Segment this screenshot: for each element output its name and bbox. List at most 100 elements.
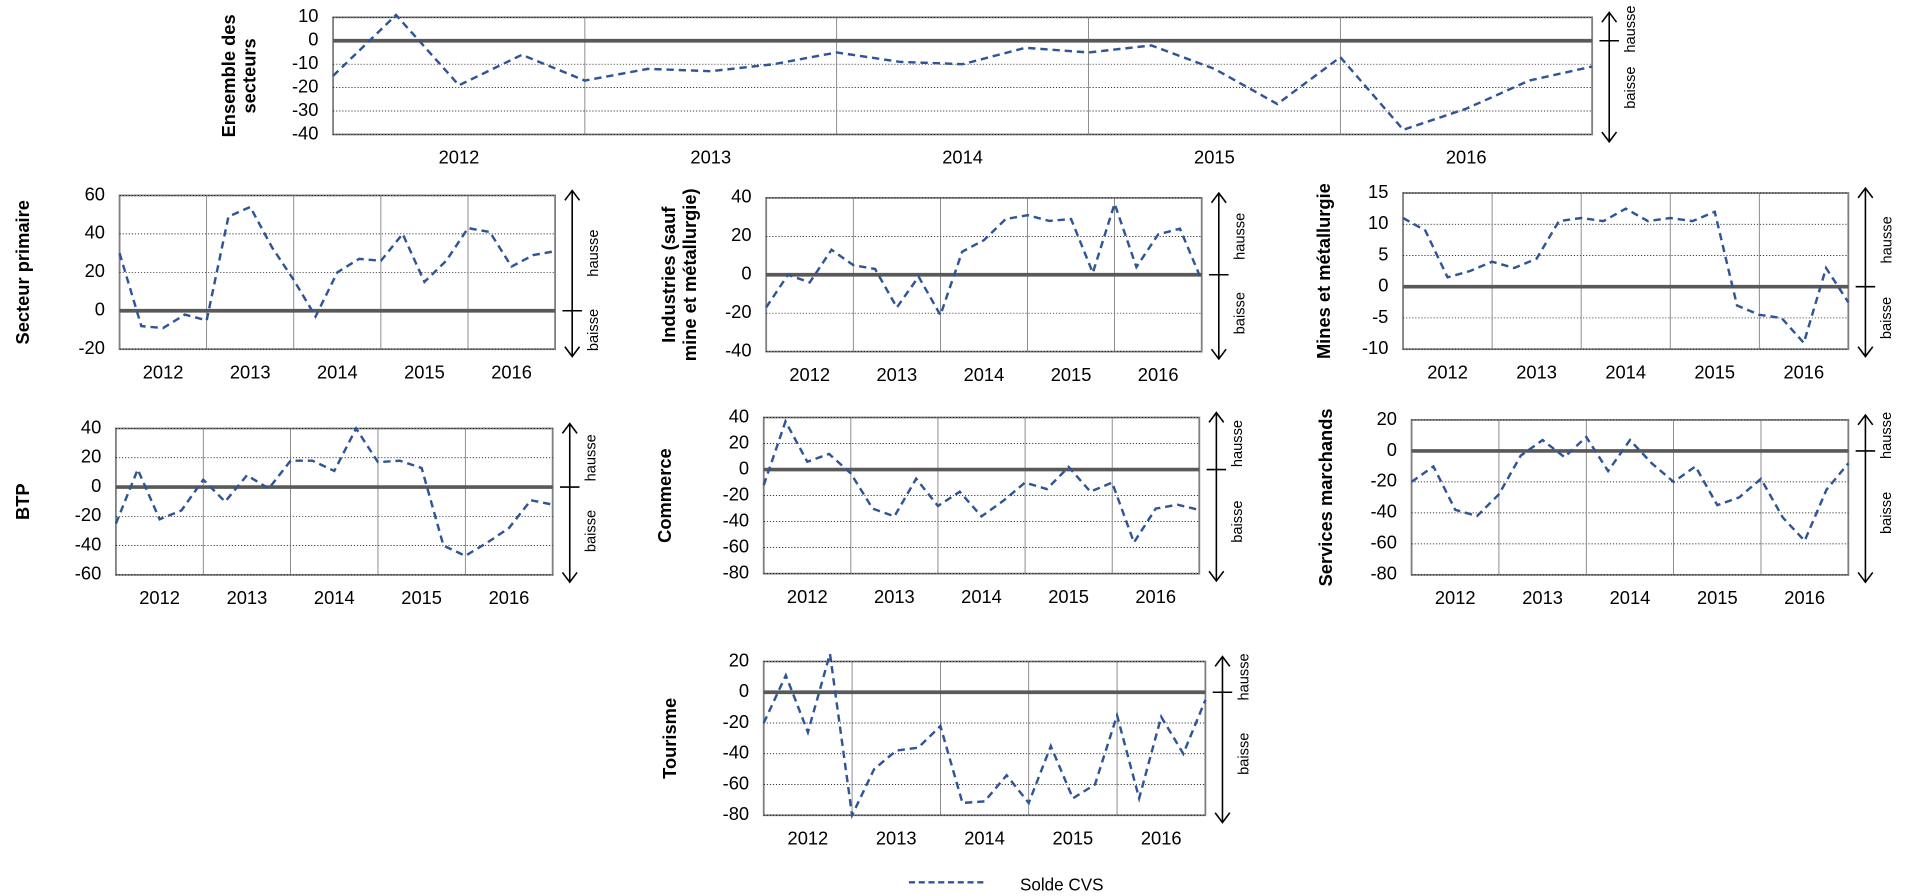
annotation: hausse (1879, 412, 1895, 459)
y-tick-label: -60 (723, 772, 749, 793)
annotation: hausse (1230, 420, 1246, 467)
y-tick-label: 60 (85, 183, 105, 204)
x-tick-label: 2015 (1051, 364, 1092, 385)
y-tick-label: -10 (1362, 337, 1388, 358)
y-axis-label: Services marchands (1315, 408, 1336, 586)
y-tick-label: 0 (1378, 275, 1388, 296)
x-tick-label: 2015 (1697, 587, 1738, 608)
y-tick-label: 0 (95, 299, 105, 320)
x-tick-label: 2015 (1053, 827, 1094, 848)
y-tick-label: -80 (723, 561, 749, 582)
x-tick-label: 2012 (1435, 587, 1476, 608)
y-tick-label: -40 (725, 339, 751, 360)
data-line (765, 199, 1203, 319)
plot-area (762, 660, 1207, 817)
y-tick-label: -20 (292, 75, 318, 96)
x-tick-label: 2012 (787, 586, 828, 607)
plot-area (1402, 192, 1850, 351)
y-tick-label: -20 (78, 337, 104, 358)
x-tick-label: 2014 (964, 827, 1005, 848)
x-tick-label: 2014 (964, 364, 1005, 385)
x-tick-label: 2016 (1446, 147, 1487, 168)
data-line (114, 426, 553, 558)
x-tick-label: 2013 (876, 364, 917, 385)
arrow-head (561, 571, 578, 584)
annotation: hausse (1236, 653, 1252, 700)
x-tick-label: 2015 (1048, 586, 1089, 607)
y-tick-label: 20 (731, 224, 751, 245)
y-tick-label: -20 (75, 504, 101, 525)
y-tick-label: -40 (723, 509, 749, 530)
x-tick-label: 2015 (404, 361, 445, 382)
data-line (762, 653, 1207, 820)
x-tick-label: 2012 (1427, 361, 1468, 382)
y-axis-label: secteurs (239, 38, 260, 113)
y-tick-label: 5 (1378, 243, 1388, 264)
annotation: baisse (586, 309, 602, 351)
y-tick-label: -20 (1370, 470, 1396, 491)
x-tick-label: 2016 (1784, 587, 1825, 608)
annotation: hausse (586, 230, 602, 277)
y-tick-label: 20 (1377, 408, 1397, 429)
annotation: baisse (1233, 292, 1249, 334)
y-tick-label: 20 (81, 446, 101, 467)
x-tick-label: 2012 (139, 587, 180, 608)
x-tick-label: 2012 (788, 827, 829, 848)
arrow-head (1601, 11, 1618, 23)
arrow-head (1601, 131, 1618, 144)
data-line (332, 13, 1593, 132)
x-tick-label: 2015 (1694, 361, 1735, 382)
y-tick-label: -80 (1370, 563, 1396, 584)
x-tick-label: 2015 (1194, 147, 1235, 168)
annotation: baisse (584, 510, 600, 552)
x-tick-label: 2014 (317, 361, 358, 382)
y-axis-label: Industries (sauf (658, 206, 679, 343)
x-tick-label: 2014 (942, 147, 983, 168)
data-line (1402, 207, 1850, 346)
y-tick-label: -80 (723, 803, 749, 824)
y-tick-label: -10 (292, 52, 318, 73)
y-tick-label: -20 (723, 483, 749, 504)
annotation: hausse (1233, 213, 1249, 260)
y-tick-label: -30 (292, 99, 318, 120)
arrow-head (564, 346, 581, 358)
x-tick-label: 2014 (314, 587, 355, 608)
x-tick-label: 2016 (1141, 827, 1182, 848)
data-line (762, 418, 1200, 546)
annotation: baisse (1236, 733, 1252, 775)
annotation: baisse (1879, 297, 1895, 339)
data-line (118, 205, 556, 330)
y-tick-label: -60 (75, 563, 101, 584)
arrow-head (1857, 346, 1874, 358)
y-axis-label: mine et métallurgie) (679, 188, 700, 361)
y-tick-label: 0 (91, 475, 101, 496)
y-axis-label: Secteur primaire (12, 200, 33, 344)
y-tick-label: -60 (723, 535, 749, 556)
annotation: hausse (584, 434, 600, 481)
y-tick-label: 40 (731, 186, 751, 207)
x-tick-label: 2014 (1610, 587, 1651, 608)
annotation: baisse (1623, 66, 1639, 108)
legend-label: Solde CVS (1020, 876, 1104, 895)
y-tick-label: 40 (729, 405, 749, 426)
x-tick-label: 2013 (1516, 361, 1557, 382)
y-tick-label: 0 (739, 457, 749, 478)
arrow-head (1214, 655, 1231, 667)
arrow-head (561, 422, 578, 434)
y-tick-label: 40 (85, 222, 105, 243)
y-tick-label: -20 (723, 711, 749, 732)
x-tick-label: 2013 (1522, 587, 1563, 608)
y-tick-label: 10 (1368, 212, 1388, 233)
y-tick-label: 20 (85, 260, 105, 281)
plot-area (114, 427, 554, 576)
arrow-head (1857, 186, 1874, 199)
x-tick-label: 2016 (1138, 364, 1179, 385)
x-tick-label: 2014 (961, 586, 1002, 607)
x-tick-label: 2016 (491, 361, 532, 382)
y-axis-label: Commerce (654, 448, 675, 543)
y-tick-label: 20 (729, 649, 749, 670)
arrow-head (1210, 191, 1227, 204)
y-tick-label: 0 (739, 680, 749, 701)
x-tick-label: 2012 (439, 147, 480, 168)
